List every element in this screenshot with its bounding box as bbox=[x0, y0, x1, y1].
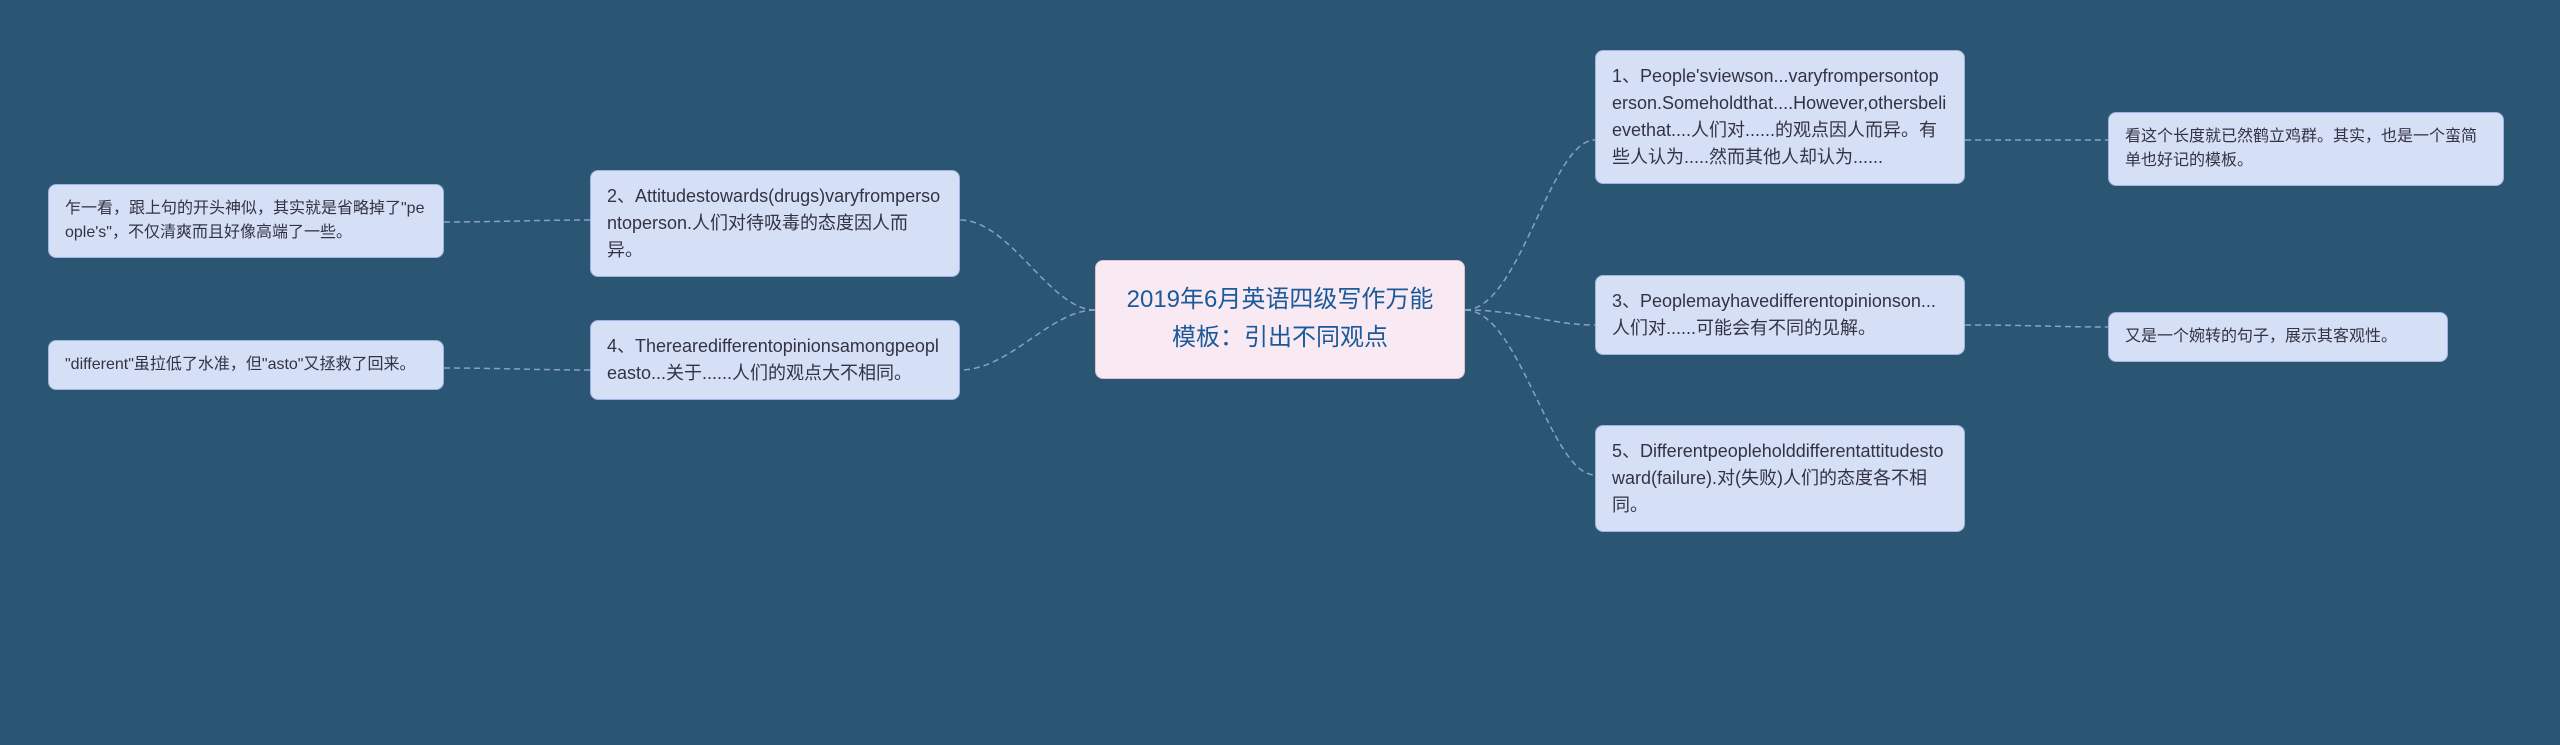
connector-path bbox=[444, 368, 590, 370]
note-node-note3: 又是一个婉转的句子，展示其客观性。 bbox=[2108, 312, 2448, 362]
main-node-n5: 5、Differentpeopleholddifferentattitudest… bbox=[1595, 425, 1965, 532]
main-node-n3: 3、Peoplemayhavedifferentopinionson...人们对… bbox=[1595, 275, 1965, 355]
main-node-n2: 2、Attitudestowards(drugs)varyfrompersont… bbox=[590, 170, 960, 277]
connector-path bbox=[1465, 140, 1595, 310]
connector-path bbox=[1965, 325, 2108, 327]
main-node-text: 4、Therearedifferentopinionsamongpeopleas… bbox=[607, 336, 939, 383]
connector-path bbox=[1465, 310, 1595, 325]
center-node-text: 2019年6月英语四级写作万能模板：引出不同观点 bbox=[1127, 286, 1434, 351]
note-node-note1: 看这个长度就已然鹤立鸡群。其实，也是一个蛮简单也好记的模板。 bbox=[2108, 112, 2504, 186]
note-node-note2: 乍一看，跟上句的开头神似，其实就是省略掉了"people's"，不仅清爽而且好像… bbox=[48, 184, 444, 258]
main-node-n4: 4、Therearedifferentopinionsamongpeopleas… bbox=[590, 320, 960, 400]
connector-path bbox=[1465, 310, 1595, 475]
note-node-text: "different"虽拉低了水准，但"asto"又拯救了回来。 bbox=[65, 356, 416, 373]
note-node-text: 乍一看，跟上句的开头神似，其实就是省略掉了"people's"，不仅清爽而且好像… bbox=[65, 200, 424, 241]
main-node-text: 5、Differentpeopleholddifferentattitudest… bbox=[1612, 441, 1944, 515]
mindmap-container: 2019年6月英语四级写作万能模板：引出不同观点 2、Attitudestowa… bbox=[0, 0, 2560, 745]
note-node-text: 又是一个婉转的句子，展示其客观性。 bbox=[2125, 328, 2397, 345]
connector-path bbox=[960, 310, 1095, 370]
main-node-text: 3、Peoplemayhavedifferentopinionson...人们对… bbox=[1612, 291, 1936, 338]
main-node-text: 1、People'sviewson...varyfrompersontopers… bbox=[1612, 66, 1946, 167]
center-node: 2019年6月英语四级写作万能模板：引出不同观点 bbox=[1095, 260, 1465, 379]
note-node-note4: "different"虽拉低了水准，但"asto"又拯救了回来。 bbox=[48, 340, 444, 390]
main-node-text: 2、Attitudestowards(drugs)varyfrompersont… bbox=[607, 186, 940, 260]
connector-path bbox=[960, 220, 1095, 310]
connector-path bbox=[444, 220, 590, 222]
note-node-text: 看这个长度就已然鹤立鸡群。其实，也是一个蛮简单也好记的模板。 bbox=[2125, 128, 2477, 169]
main-node-n1: 1、People'sviewson...varyfrompersontopers… bbox=[1595, 50, 1965, 184]
